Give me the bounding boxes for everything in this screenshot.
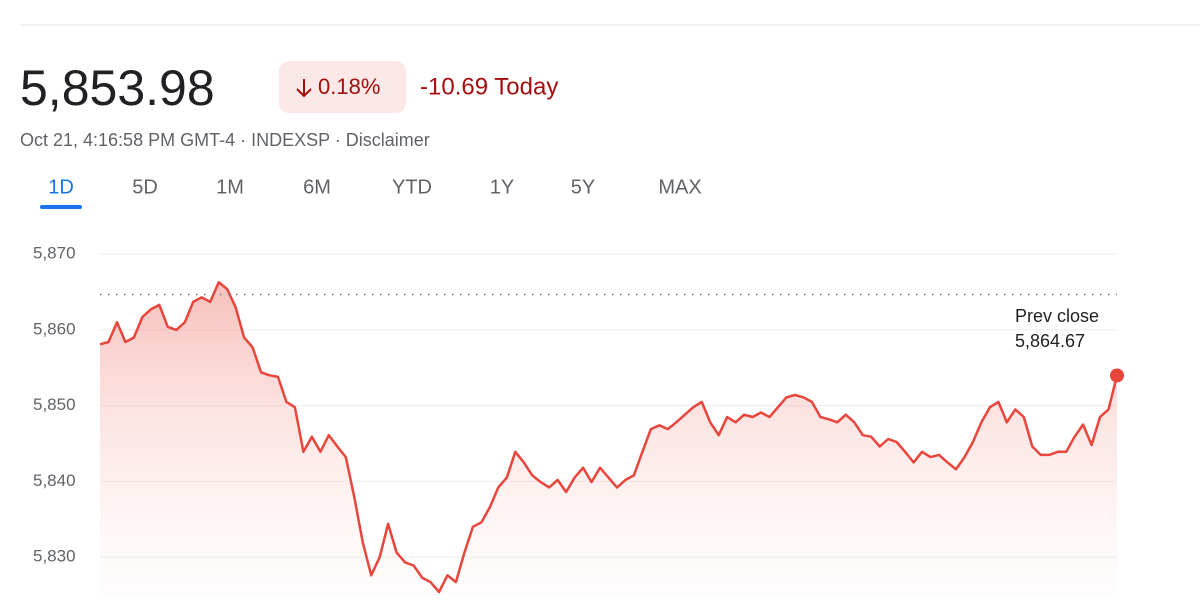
change-pct: 0.18% [318,74,380,99]
range-tab[interactable]: 1M [216,176,244,198]
down-arrow [296,79,312,98]
range-tab[interactable]: 1D [48,176,74,198]
last-point [1110,368,1124,383]
prev-close-value: 5,864.67 [1015,331,1085,351]
range-tab[interactable]: 5D [132,176,158,198]
price-line [99,280,1119,594]
range-tab[interactable]: MAX [658,176,701,198]
active-tab-indicator [40,205,82,209]
range-tab[interactable]: 1Y [490,176,514,198]
y-tick-label: 5,870 [33,244,76,263]
change-badge [279,61,406,113]
price-area [100,282,1117,595]
change-today: -10.69 Today [420,73,558,100]
range-tabs: 1D 5D 1M 6M YTD 1Y 5Y MAX [40,176,702,209]
range-tab[interactable]: YTD [392,176,432,198]
quote-meta: Oct 21, 4:16:58 PM GMT-4 · INDEXSP · Dis… [20,130,430,150]
range-tab[interactable]: 5Y [571,176,595,198]
prev-close-title: Prev close [1015,306,1099,326]
chart: 5,830 5,840 5,850 5,860 5,870 Prev close 5,864… [33,244,1124,595]
y-tick-label: 5,860 [33,319,76,338]
y-tick-label: 5,840 [33,471,76,490]
price: 5,853.98 [20,60,215,116]
y-tick-label: 5,850 [33,395,76,414]
range-tab[interactable]: 6M [303,176,331,198]
y-tick-label: 5,830 [33,547,76,566]
